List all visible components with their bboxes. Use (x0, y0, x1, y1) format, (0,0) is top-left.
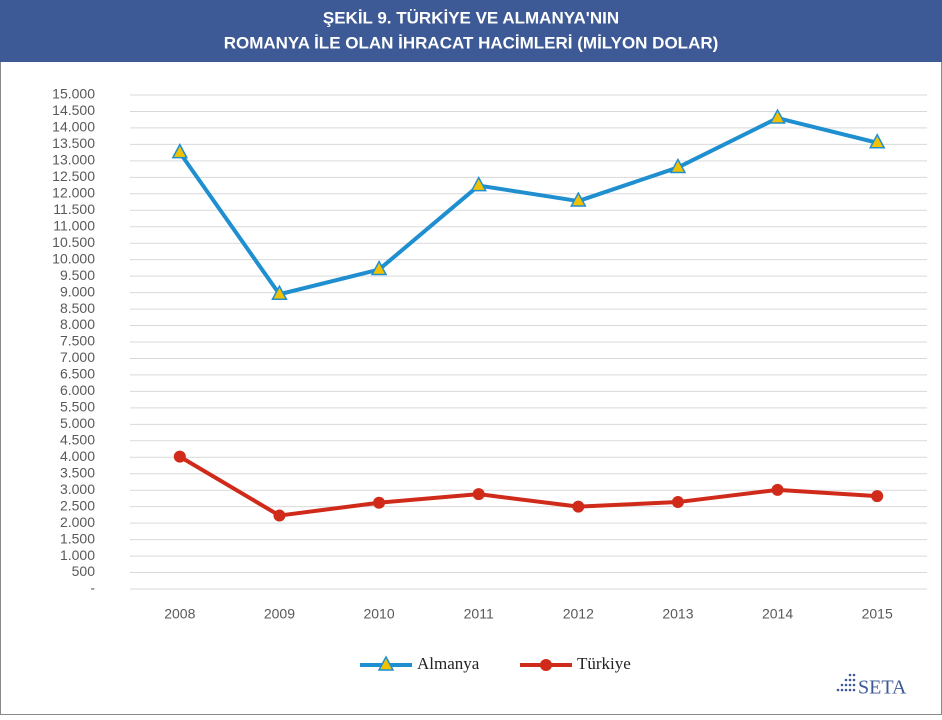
chart-title: ROMANYA İLE OLAN İHRACAT HACİMLERİ (MİLY… (224, 33, 719, 52)
y-tick-label: 1.500 (60, 530, 95, 546)
y-tick-label: 14.500 (52, 102, 95, 118)
x-tick-label: 2013 (662, 606, 693, 622)
marker (540, 659, 552, 671)
y-tick-label: 12.000 (52, 185, 95, 201)
marker (671, 496, 684, 509)
legend-label: Almanya (417, 654, 480, 673)
series-line (178, 116, 878, 297)
y-tick-label: 13.500 (52, 135, 95, 151)
marker (171, 143, 189, 159)
y-tick-label: 14.000 (52, 119, 95, 135)
x-tick-label: 2010 (363, 606, 394, 622)
marker (470, 175, 487, 192)
marker (271, 284, 288, 300)
y-tick-label: 12.500 (52, 168, 95, 184)
y-tick-label: 10.500 (52, 234, 95, 250)
y-tick-label: 6.500 (60, 366, 95, 382)
header (0, 0, 942, 62)
marker (472, 488, 485, 501)
marker (570, 191, 587, 207)
logo-icon (836, 673, 856, 692)
marker (273, 509, 286, 522)
y-tick-label: 2.500 (60, 497, 95, 513)
marker (373, 496, 386, 509)
marker (771, 483, 784, 496)
marker (377, 655, 395, 671)
y-tick-label: 7.500 (60, 333, 95, 349)
x-tick-label: 2011 (464, 606, 494, 622)
logo-text: SETA (858, 677, 907, 699)
y-tick-label: 7.000 (60, 349, 95, 365)
marker (669, 157, 687, 174)
marker (868, 133, 886, 149)
y-tick-label: 11.500 (53, 201, 95, 217)
chart-title: ŞEKİL 9. TÜRKİYE VE ALMANYA'NIN (323, 8, 619, 27)
x-tick-label: 2008 (164, 606, 195, 622)
y-tick-label: 11.000 (53, 217, 95, 233)
y-tick-label: 9.500 (60, 267, 95, 283)
y-tick-label: 13.000 (52, 152, 95, 168)
marker (871, 490, 884, 503)
y-tick-label: 9.000 (60, 283, 95, 299)
y-tick-label: 10.000 (52, 250, 95, 266)
y-tick-label: 8.000 (60, 316, 95, 332)
x-tick-label: 2012 (563, 606, 594, 622)
y-tick-label: 1.000 (60, 547, 95, 563)
y-tick-label: 15.000 (52, 86, 95, 102)
x-tick-label: 2014 (762, 606, 793, 622)
y-tick-label: 4.500 (60, 432, 95, 448)
y-tick-label: 8.500 (60, 300, 95, 316)
legend-label: Türkiye (577, 654, 631, 673)
y-tick-label: 5.500 (60, 399, 95, 415)
y-tick-label: 3.500 (60, 464, 95, 480)
marker (572, 500, 585, 513)
y-tick-label: - (90, 580, 95, 596)
marker (370, 259, 388, 276)
y-tick-label: 4.000 (60, 448, 95, 464)
x-tick-label: 2009 (264, 606, 295, 622)
marker (173, 450, 186, 463)
x-tick-label: 2015 (862, 606, 893, 622)
y-tick-label: 3.000 (60, 481, 95, 497)
y-tick-label: 6.000 (60, 382, 95, 398)
series-line (178, 454, 878, 518)
y-tick-label: 500 (72, 563, 96, 579)
y-tick-label: 2.000 (60, 514, 95, 530)
y-tick-label: 5.000 (60, 415, 95, 431)
marker (769, 108, 786, 124)
